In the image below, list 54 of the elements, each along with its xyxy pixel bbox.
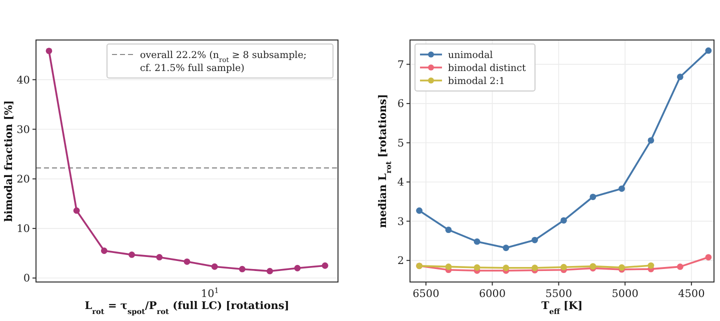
legend-label: overall 22.2% (n$_{rot}$ ≥ 8 subsample; cf. 21.5% full sample): [140, 50, 307, 74]
point: [560, 264, 567, 270]
y-axis-title: bimodal fraction [%]: [3, 100, 15, 222]
point: [502, 264, 510, 272]
y-tick-label: 30: [16, 124, 30, 136]
y-tick-label: 2: [397, 255, 404, 268]
point: [266, 268, 274, 274]
y-tick-label: 20: [16, 174, 30, 186]
point: [445, 264, 452, 270]
point: [322, 262, 328, 269]
point: [590, 194, 596, 200]
x-tick-label: 4500: [678, 288, 705, 300]
point: [156, 254, 163, 260]
y-tick-label: 4: [397, 176, 404, 189]
x-tick-label: 5000: [612, 288, 638, 300]
point: [676, 264, 684, 270]
legend-label: unimodal: [448, 50, 493, 61]
y-tick-label: 6: [397, 98, 404, 110]
point: [502, 244, 510, 252]
point: [73, 207, 80, 214]
point: [294, 264, 301, 272]
x-tick-label: 6500: [412, 288, 440, 300]
point: [532, 264, 538, 272]
point: [676, 74, 684, 80]
point: [648, 262, 654, 269]
legend-label: bimodal distinct: [448, 63, 526, 74]
point: [211, 263, 218, 270]
point: [445, 226, 452, 234]
point: [618, 185, 625, 192]
point: [100, 248, 108, 254]
x-axis-title: L$_{rot}$ = τ$_{spot}$/P$_{rot}$ (full LC) [rotations]: [84, 300, 290, 316]
y-tick-label: 0: [23, 272, 30, 285]
text: 10$^{1}$: [200, 286, 219, 300]
y-tick-label: 40: [16, 74, 30, 86]
x-tick-label: 6000: [478, 288, 506, 300]
y-tick-label: 7: [397, 59, 404, 72]
point: [184, 258, 190, 265]
legend-label: bimodal 2:1: [448, 76, 505, 87]
point: [560, 217, 567, 224]
point: [705, 47, 712, 54]
point: [416, 207, 422, 214]
y-tick-label: 10: [16, 223, 30, 236]
point: [648, 137, 654, 144]
y-tick-label: 5: [397, 137, 404, 150]
point: [474, 264, 480, 271]
point: [532, 236, 538, 244]
y-tick-label: 3: [397, 216, 404, 228]
point: [705, 254, 712, 260]
point: [474, 238, 480, 245]
point: [128, 252, 135, 258]
x-tick-label: 5500: [545, 288, 572, 300]
point: [239, 266, 246, 272]
x-axis-title: T$_{eff}$ [K]: [541, 300, 583, 316]
point: [46, 48, 52, 54]
